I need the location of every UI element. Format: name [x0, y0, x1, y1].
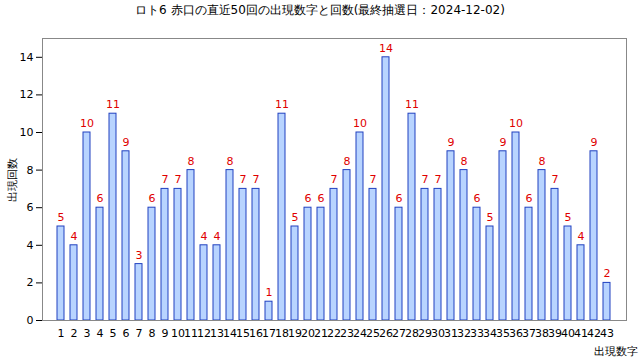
- svg-text:6: 6: [123, 327, 130, 340]
- svg-text:14: 14: [379, 42, 393, 55]
- svg-text:19: 19: [288, 327, 302, 340]
- svg-text:32: 32: [457, 327, 471, 340]
- svg-text:5: 5: [58, 211, 65, 224]
- svg-text:24: 24: [353, 327, 367, 340]
- svg-text:11: 11: [275, 98, 289, 111]
- svg-text:8: 8: [461, 155, 468, 168]
- svg-text:8: 8: [149, 327, 156, 340]
- svg-text:4: 4: [27, 239, 34, 252]
- svg-text:出現数字: 出現数字: [594, 345, 638, 358]
- svg-text:36: 36: [509, 327, 523, 340]
- svg-text:12: 12: [197, 327, 211, 340]
- svg-text:7: 7: [253, 173, 260, 186]
- svg-text:6: 6: [97, 192, 104, 205]
- svg-text:38: 38: [535, 327, 549, 340]
- svg-text:5: 5: [487, 211, 494, 224]
- svg-text:9: 9: [591, 136, 598, 149]
- svg-text:7: 7: [370, 173, 377, 186]
- svg-text:7: 7: [331, 173, 338, 186]
- svg-text:5: 5: [292, 211, 299, 224]
- svg-text:27: 27: [392, 327, 406, 340]
- svg-text:41: 41: [574, 327, 588, 340]
- svg-text:1: 1: [266, 286, 273, 299]
- svg-text:6: 6: [149, 192, 156, 205]
- svg-text:43: 43: [600, 327, 614, 340]
- svg-text:4: 4: [578, 230, 585, 243]
- svg-text:37: 37: [522, 327, 536, 340]
- svg-text:6: 6: [318, 192, 325, 205]
- svg-text:26: 26: [379, 327, 393, 340]
- svg-text:3: 3: [136, 249, 143, 262]
- svg-text:出現回数: 出現回数: [6, 158, 19, 202]
- svg-text:0: 0: [27, 314, 34, 327]
- svg-text:13: 13: [210, 327, 224, 340]
- svg-text:2: 2: [27, 276, 34, 289]
- svg-text:9: 9: [500, 136, 507, 149]
- svg-text:11: 11: [405, 98, 419, 111]
- svg-text:4: 4: [214, 230, 221, 243]
- svg-text:17: 17: [262, 327, 276, 340]
- svg-text:6: 6: [396, 192, 403, 205]
- svg-text:8: 8: [344, 155, 351, 168]
- svg-text:8: 8: [539, 155, 546, 168]
- svg-text:31: 31: [444, 327, 458, 340]
- svg-text:11: 11: [184, 327, 198, 340]
- svg-text:28: 28: [405, 327, 419, 340]
- svg-text:29: 29: [418, 327, 432, 340]
- svg-text:6: 6: [27, 201, 34, 214]
- svg-text:33: 33: [470, 327, 484, 340]
- svg-text:8: 8: [27, 164, 34, 177]
- svg-text:10: 10: [171, 327, 185, 340]
- svg-text:4: 4: [97, 327, 104, 340]
- svg-text:22: 22: [327, 327, 341, 340]
- svg-text:42: 42: [587, 327, 601, 340]
- svg-text:14: 14: [20, 51, 34, 64]
- svg-text:5: 5: [565, 211, 572, 224]
- svg-text:4: 4: [201, 230, 208, 243]
- svg-text:20: 20: [301, 327, 315, 340]
- svg-text:2: 2: [604, 267, 611, 280]
- svg-text:6: 6: [526, 192, 533, 205]
- svg-text:6: 6: [305, 192, 312, 205]
- svg-text:2: 2: [71, 327, 78, 340]
- svg-text:7: 7: [422, 173, 429, 186]
- svg-text:16: 16: [249, 327, 263, 340]
- svg-text:12: 12: [20, 88, 34, 101]
- svg-text:8: 8: [227, 155, 234, 168]
- svg-text:7: 7: [435, 173, 442, 186]
- svg-text:9: 9: [162, 327, 169, 340]
- svg-text:10: 10: [80, 117, 94, 130]
- svg-text:34: 34: [483, 327, 497, 340]
- svg-text:10: 10: [509, 117, 523, 130]
- svg-text:10: 10: [353, 117, 367, 130]
- svg-text:18: 18: [275, 327, 289, 340]
- svg-text:21: 21: [314, 327, 328, 340]
- svg-text:23: 23: [340, 327, 354, 340]
- svg-text:8: 8: [188, 155, 195, 168]
- svg-text:3: 3: [84, 327, 91, 340]
- svg-text:7: 7: [162, 173, 169, 186]
- svg-text:9: 9: [448, 136, 455, 149]
- svg-text:14: 14: [223, 327, 237, 340]
- svg-text:25: 25: [366, 327, 380, 340]
- svg-text:40: 40: [561, 327, 575, 340]
- svg-text:9: 9: [123, 136, 130, 149]
- svg-text:11: 11: [106, 98, 120, 111]
- svg-text:6: 6: [474, 192, 481, 205]
- svg-text:7: 7: [175, 173, 182, 186]
- svg-text:10: 10: [20, 126, 34, 139]
- svg-text:39: 39: [548, 327, 562, 340]
- svg-text:4: 4: [71, 230, 78, 243]
- svg-text:7: 7: [136, 327, 143, 340]
- svg-text:7: 7: [240, 173, 247, 186]
- svg-text:30: 30: [431, 327, 445, 340]
- svg-text:35: 35: [496, 327, 510, 340]
- html-text:ロト6 赤口の直近50回の出現数字と回数(最終抽選日：202: ロト6 赤口の直近50回の出現数字と回数(最終抽選日：2024-12-02): [135, 3, 505, 17]
- svg-text:5: 5: [110, 327, 117, 340]
- svg-text:15: 15: [236, 327, 250, 340]
- svg-text:7: 7: [552, 173, 559, 186]
- svg-text:1: 1: [58, 327, 65, 340]
